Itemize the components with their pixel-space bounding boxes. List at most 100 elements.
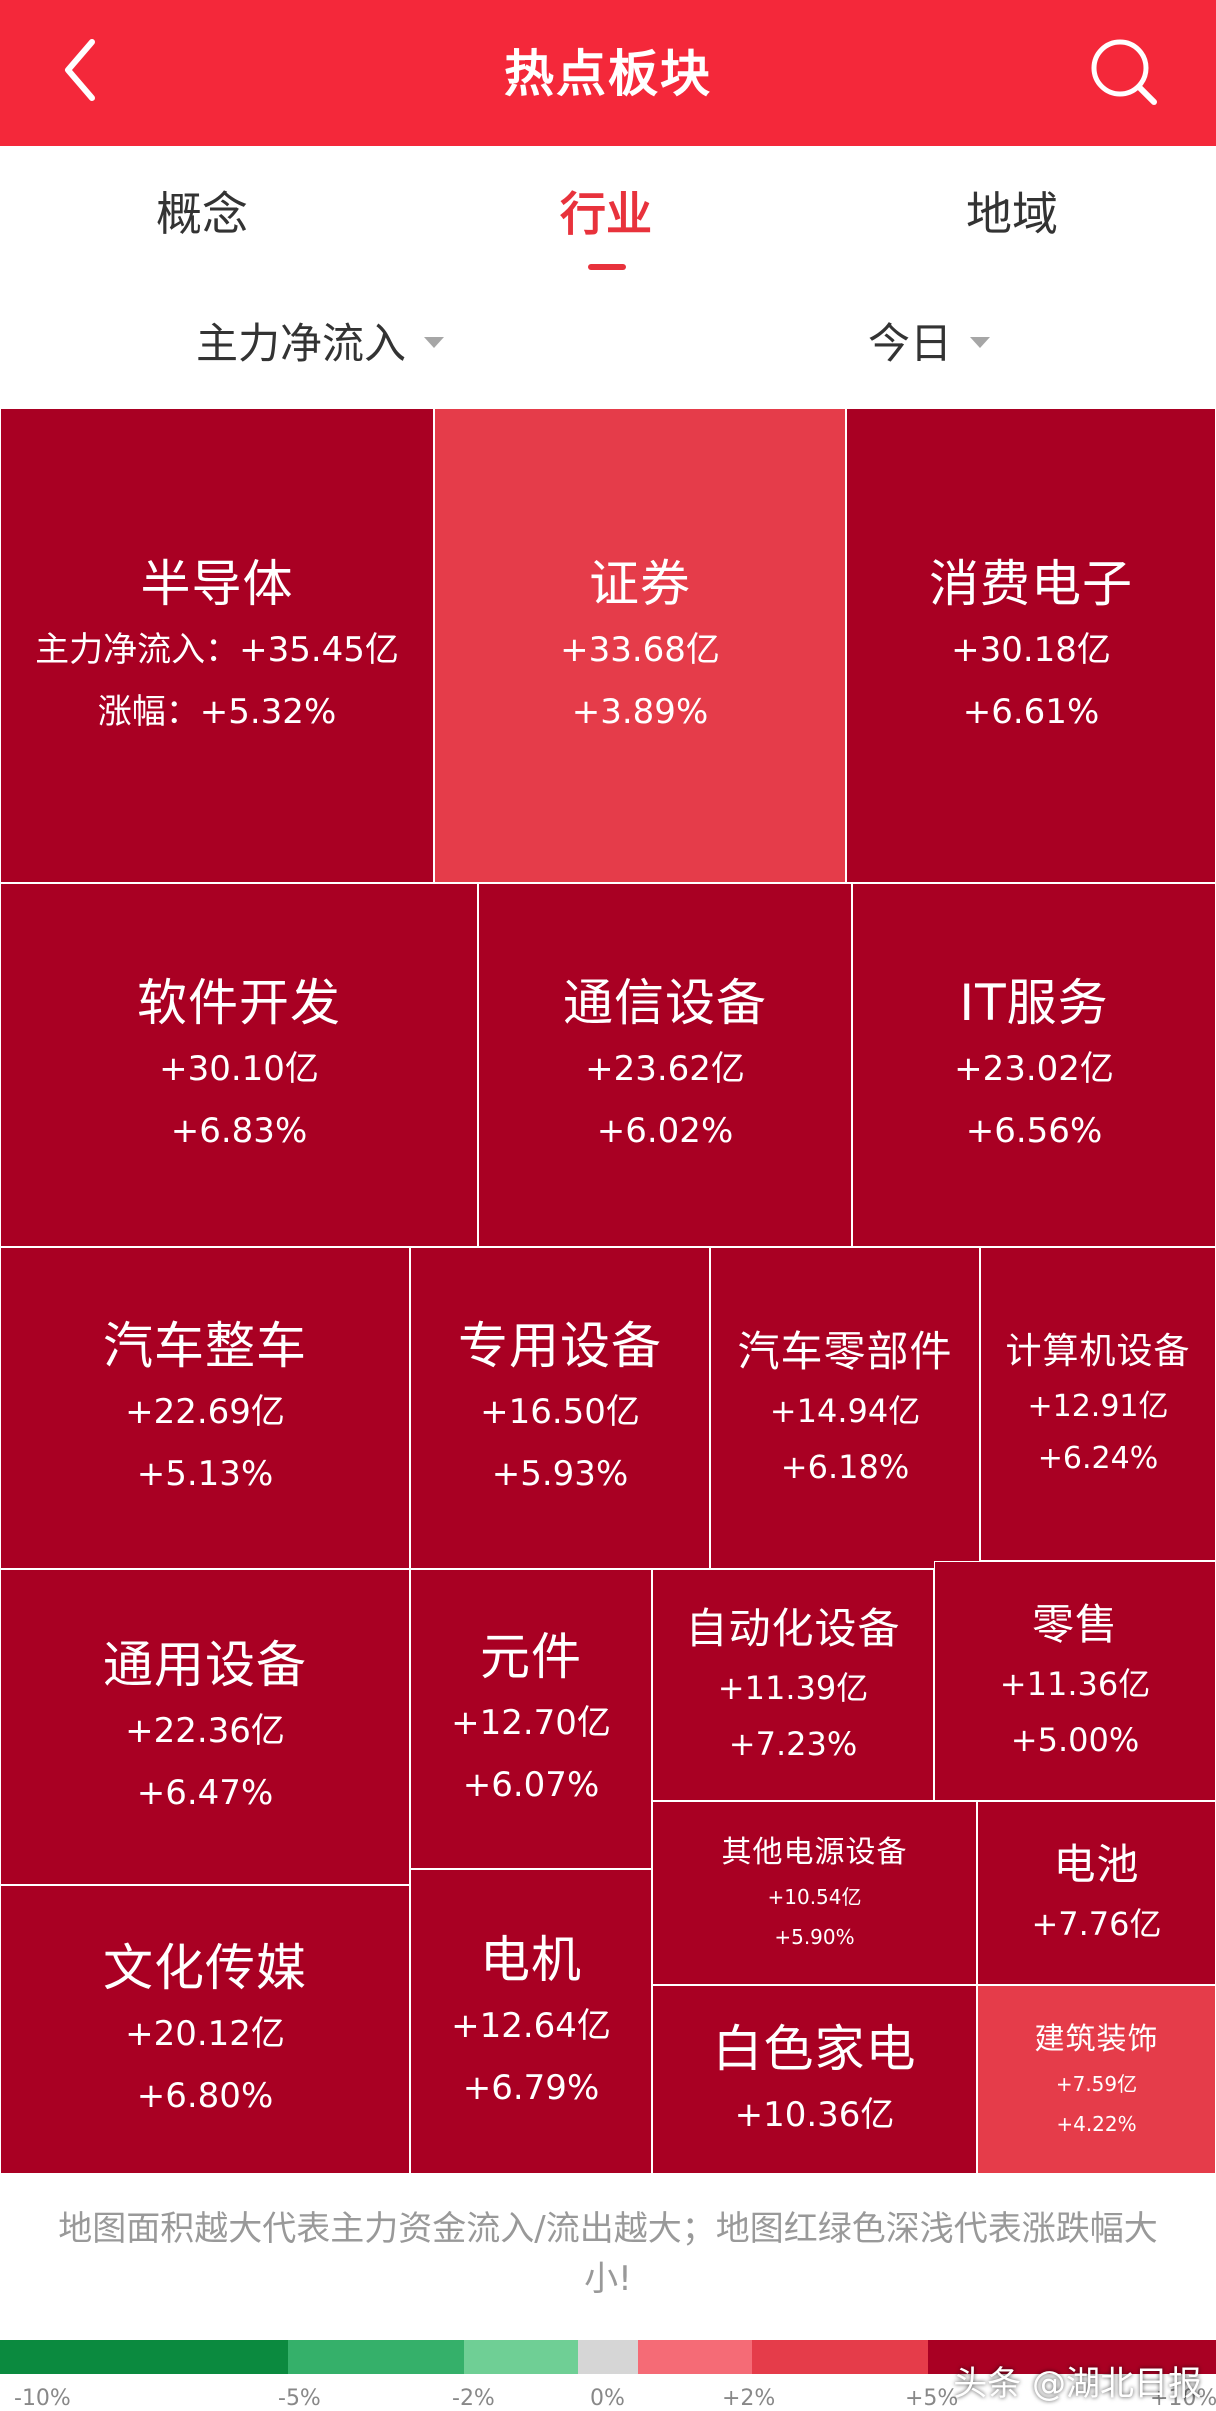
sector-flow: +23.62亿 [585,1049,745,1089]
metric-dropdown-label: 主力净流入 [196,319,407,368]
treemap-legend-note: 地图面积越大代表主力资金流入/流出越大；地图红绿色深浅代表涨跌幅大小! [58,2209,1158,2299]
sector-cell[interactable]: 通信设备 +23.62亿 +6.02% [478,883,852,1247]
legend-swatch [464,2340,578,2374]
back-button[interactable] [58,30,118,110]
change-value: +5.32% [199,691,337,732]
sector-change: +6.79% [462,2067,600,2108]
legend-swatch [752,2340,928,2374]
sector-cell[interactable]: 消费电子 +30.18亿 +6.61% [846,408,1216,883]
sector-name: 白色家电 [712,2019,917,2078]
sector-name: 通用设备 [103,1636,307,1694]
sector-name: 证券 [589,554,691,613]
sector-change: +5.13% [136,1454,274,1494]
legend-tick: +5% [905,2386,959,2411]
sector-cell[interactable]: 零售 +11.36亿 +5.00% [934,1561,1216,1801]
sector-cell[interactable]: 专用设备 +16.50亿 +5.93% [410,1247,710,1569]
sector-cell[interactable]: 其他电源设备 +10.54亿 +5.90% [652,1801,977,1985]
sector-cell[interactable]: 计算机设备 +12.91亿 +6.24% [980,1247,1216,1561]
sector-cell[interactable]: 元件 +12.70亿 +6.07% [410,1569,652,1869]
category-tabs: 概念 行业 地域 [0,146,1216,268]
legend-swatch [638,2340,752,2374]
sector-flow: +10.54亿 [767,1885,862,1909]
search-button[interactable] [1084,32,1164,112]
legend-swatch [928,2340,1216,2374]
search-icon [1091,39,1157,105]
sector-cell[interactable]: 白色家电 +10.36亿 [652,1985,977,2174]
sector-cell[interactable]: 文化传媒 +20.12亿 +6.80% [0,1885,410,2174]
sector-change: +6.80% [136,2075,274,2116]
sector-cell[interactable]: 电机 +12.64亿 +6.79% [410,1869,652,2174]
metric-dropdown[interactable]: 主力净流入 [196,310,445,371]
sector-name: 零售 [1031,1600,1118,1649]
sector-change: +6.02% [596,1111,734,1151]
sector-cell[interactable]: 半导体 主力净流入：+35.45亿 涨幅：+5.32% [0,408,434,883]
sector-change: +6.61% [962,691,1100,732]
sector-flow: +7.76亿 [1031,1905,1162,1943]
caret-down-icon [424,337,445,348]
sector-change: +7.23% [728,1725,858,1763]
change-prefix: 涨幅： [97,691,200,732]
sector-change: +6.18% [780,1448,910,1486]
sector-flow: +12.70亿 [451,1703,611,1743]
sector-change: +6.47% [136,1773,274,1813]
sector-cell[interactable]: IT服务 +23.02亿 +6.56% [852,883,1216,1247]
legend-tick: +2% [722,2386,776,2411]
sector-flow: +11.36亿 [999,1665,1151,1703]
flow-prefix: 主力净流入： [35,629,240,670]
color-scale-legend: -10% -5% -2% 0% +2% +5% +10% [0,2340,1216,2411]
sector-cell[interactable]: 建筑装饰 +7.59亿 +4.22% [977,1985,1216,2174]
sector-flow: +20.12亿 [125,2013,285,2054]
sector-cell[interactable]: 汽车零部件 +14.94亿 +6.18% [710,1247,980,1569]
sector-name: 自动化设备 [685,1604,901,1653]
sector-cell[interactable]: 通用设备 +22.36亿 +6.47% [0,1569,410,1885]
sector-flow: +12.91亿 [1027,1389,1169,1424]
sector-cell[interactable]: 汽车整车 +22.69亿 +5.13% [0,1247,410,1569]
sector-name: 汽车零部件 [737,1327,953,1376]
sector-name: 元件 [480,1628,582,1686]
sector-flow: +30.10亿 [159,1049,319,1089]
sector-name: 电机 [480,1930,582,1989]
active-tab-indicator [588,264,626,270]
sector-flow: +23.02亿 [954,1049,1114,1089]
sector-cell[interactable]: 软件开发 +30.10亿 +6.83% [0,883,478,1247]
legend-tick: 0% [590,2386,625,2411]
legend-tick: -2% [452,2386,495,2411]
watermark: 头条 @湖北日报 [953,2364,1202,2404]
filter-bar: 主力净流入 今日 [0,272,1216,408]
sector-flow: +7.59亿 [1055,2071,1138,2096]
period-dropdown[interactable]: 今日 [868,310,991,371]
sector-name: 文化传媒 [103,1938,307,1997]
sector-name: 通信设备 [563,974,767,1032]
tab-concept[interactable]: 概念 [156,187,248,241]
sector-name: 汽车整车 [103,1317,307,1375]
tab-industry[interactable]: 行业 [560,187,652,241]
sector-change: +4.22% [1056,2111,1137,2136]
period-dropdown-label: 今日 [868,319,953,368]
legend-tick: -10% [14,2386,71,2411]
sector-flow: +30.18亿 [951,629,1111,670]
sector-cell[interactable]: 自动化设备 +11.39亿 +7.23% [652,1569,934,1801]
sector-name: 其他电源设备 [721,1835,908,1870]
page-title: 热点板块 [504,45,712,103]
sector-flow: +12.64亿 [451,2005,611,2046]
sector-name: 消费电子 [929,554,1133,613]
sector-flow: +10.36亿 [734,2094,895,2135]
legend-swatch [0,2340,288,2374]
sector-change: 涨幅：+5.32% [98,681,337,743]
sector-change: +6.83% [170,1111,308,1151]
sector-flow: +14.94亿 [769,1392,921,1430]
sector-change: +6.24% [1037,1441,1159,1476]
sector-change: +6.07% [462,1765,600,1805]
sector-cell[interactable]: 证券 +33.68亿 +3.89% [434,408,846,883]
legend-tick: -5% [278,2386,321,2411]
sector-change: +5.90% [774,1925,855,1949]
sector-name: IT服务 [959,974,1109,1032]
sector-flow: +22.69亿 [125,1392,285,1432]
sector-flow: +33.68亿 [560,629,720,670]
sector-cell[interactable]: 电池 +7.76亿 [977,1801,1216,1985]
legend-swatch [578,2340,638,2374]
tab-region[interactable]: 地域 [966,187,1058,241]
sector-name: 计算机设备 [1005,1331,1191,1372]
caret-down-icon [970,337,991,348]
sector-change: +6.56% [965,1111,1103,1151]
